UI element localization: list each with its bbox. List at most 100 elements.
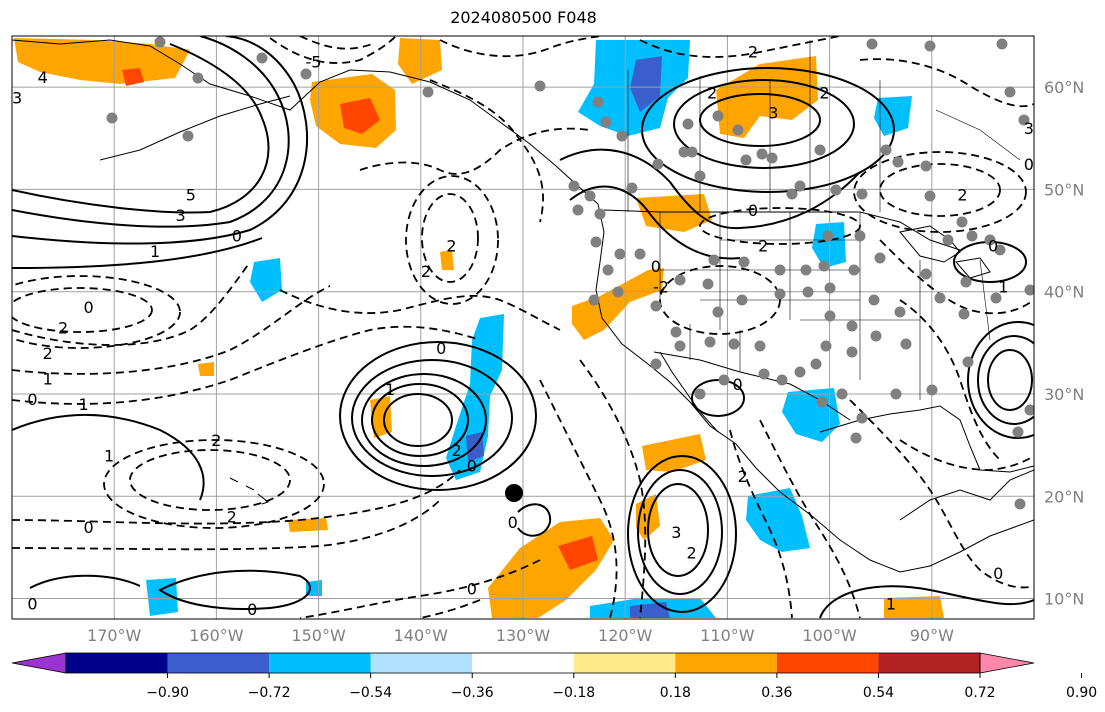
colorbar-extend-low: [11, 652, 67, 674]
station-dot: [634, 248, 646, 260]
colorbar-tick-label: 0.54: [863, 685, 894, 701]
anomaly-patch: [746, 488, 810, 552]
colorbar-tick-label: 0.72: [964, 685, 995, 701]
station-dot: [712, 306, 724, 318]
observation-stations: [106, 36, 1034, 510]
contour-line: [853, 151, 1027, 233]
longitude-label: 130°W: [496, 626, 551, 645]
station-dot: [106, 112, 118, 124]
map-frame: [11, 35, 1035, 620]
colorbar-segment: [66, 653, 168, 673]
contour-label: 1: [998, 278, 1008, 297]
anomaly-patch: [340, 98, 380, 134]
station-dot: [958, 308, 970, 320]
colorbar-segment: [370, 653, 473, 673]
latitude-label: 30°N: [1044, 385, 1084, 404]
contour-line: [279, 289, 561, 331]
station-dot: [836, 388, 848, 400]
station-dot: [794, 366, 806, 378]
longitude-label: 90°W: [910, 626, 954, 645]
colorbar-segment: [167, 653, 270, 673]
station-dot: [670, 326, 682, 338]
contour-label: 0: [436, 339, 446, 358]
latitude-label: 10°N: [1044, 590, 1084, 609]
station-dot: [702, 278, 714, 290]
contour-label: 2: [748, 42, 758, 61]
contour-label: 2: [738, 467, 748, 486]
contour-label: 2: [451, 441, 461, 460]
station-dot: [926, 384, 938, 396]
contour-line: [299, 559, 541, 619]
station-dot: [154, 36, 166, 48]
contour-line: [299, 36, 373, 50]
contour-label: 4: [38, 68, 48, 87]
contour-line: [103, 439, 325, 529]
contour-label: 0: [27, 595, 37, 614]
station-dot: [920, 268, 932, 280]
contour-line: [849, 399, 1034, 589]
station-dot: [694, 388, 706, 400]
station-dot: [984, 234, 996, 246]
station-dot: [650, 358, 662, 370]
station-dot: [924, 40, 936, 52]
contour-line: [899, 299, 1001, 461]
anomaly-patch: [288, 518, 328, 532]
station-dot: [758, 368, 770, 380]
station-dot: [786, 188, 798, 200]
anomaly-patch: [884, 596, 944, 618]
contour-line: [539, 379, 618, 619]
station-dot: [800, 264, 812, 276]
station-dot: [900, 338, 912, 350]
contour-label: -2: [653, 278, 669, 297]
contour-label: 1: [150, 242, 160, 261]
contour-label: -5: [306, 53, 322, 72]
station-dot: [960, 276, 972, 288]
contour-label: 3: [12, 88, 22, 107]
contour-line: [351, 359, 513, 477]
station-dot: [678, 146, 690, 158]
contour-label: 0: [84, 298, 94, 317]
contour-label: 0: [247, 600, 257, 619]
station-dot: [874, 252, 886, 264]
contour-line: [987, 349, 1033, 411]
station-dot: [848, 264, 860, 276]
contour-line: [637, 469, 723, 595]
station-dot: [1024, 284, 1034, 296]
contour-label: 2: [58, 319, 68, 338]
contour-label: 2: [819, 83, 829, 102]
anomaly-patch: [812, 222, 846, 268]
station-dot: [830, 184, 842, 196]
station-dot: [732, 124, 744, 136]
anomaly-patch: [122, 68, 144, 86]
contour-label: 1: [43, 370, 53, 389]
anomaly-patch: [250, 258, 282, 302]
station-dot: [794, 180, 806, 192]
anomaly-patch: [636, 194, 712, 232]
gulf-of-mexico-coast: [819, 405, 1034, 473]
colorbar-tick-label: 0.18: [660, 685, 691, 701]
contour-line: [647, 483, 709, 577]
contour-line: [659, 265, 781, 335]
anomaly-patch: [440, 250, 454, 270]
contour-label: 2: [43, 344, 53, 363]
contour-label: 2: [687, 544, 697, 563]
contour-line: [12, 36, 290, 228]
station-dot: [824, 282, 836, 294]
storm-center-marker: [505, 484, 523, 502]
station-dot: [612, 286, 624, 298]
station-dot: [1018, 114, 1030, 126]
station-dot: [996, 38, 1008, 50]
station-dot: [1024, 404, 1034, 416]
station-dot: [674, 274, 686, 286]
station-dot: [568, 180, 580, 192]
longitude-label: 100°W: [802, 626, 857, 645]
contour-label: 0: [27, 390, 37, 409]
station-dot: [738, 256, 750, 268]
station-dot: [856, 188, 868, 200]
station-dot: [870, 330, 882, 342]
station-dot: [712, 110, 724, 122]
contour-line: [819, 585, 1034, 619]
positive-contours: [12, 36, 1034, 619]
contour-line: [759, 419, 861, 619]
